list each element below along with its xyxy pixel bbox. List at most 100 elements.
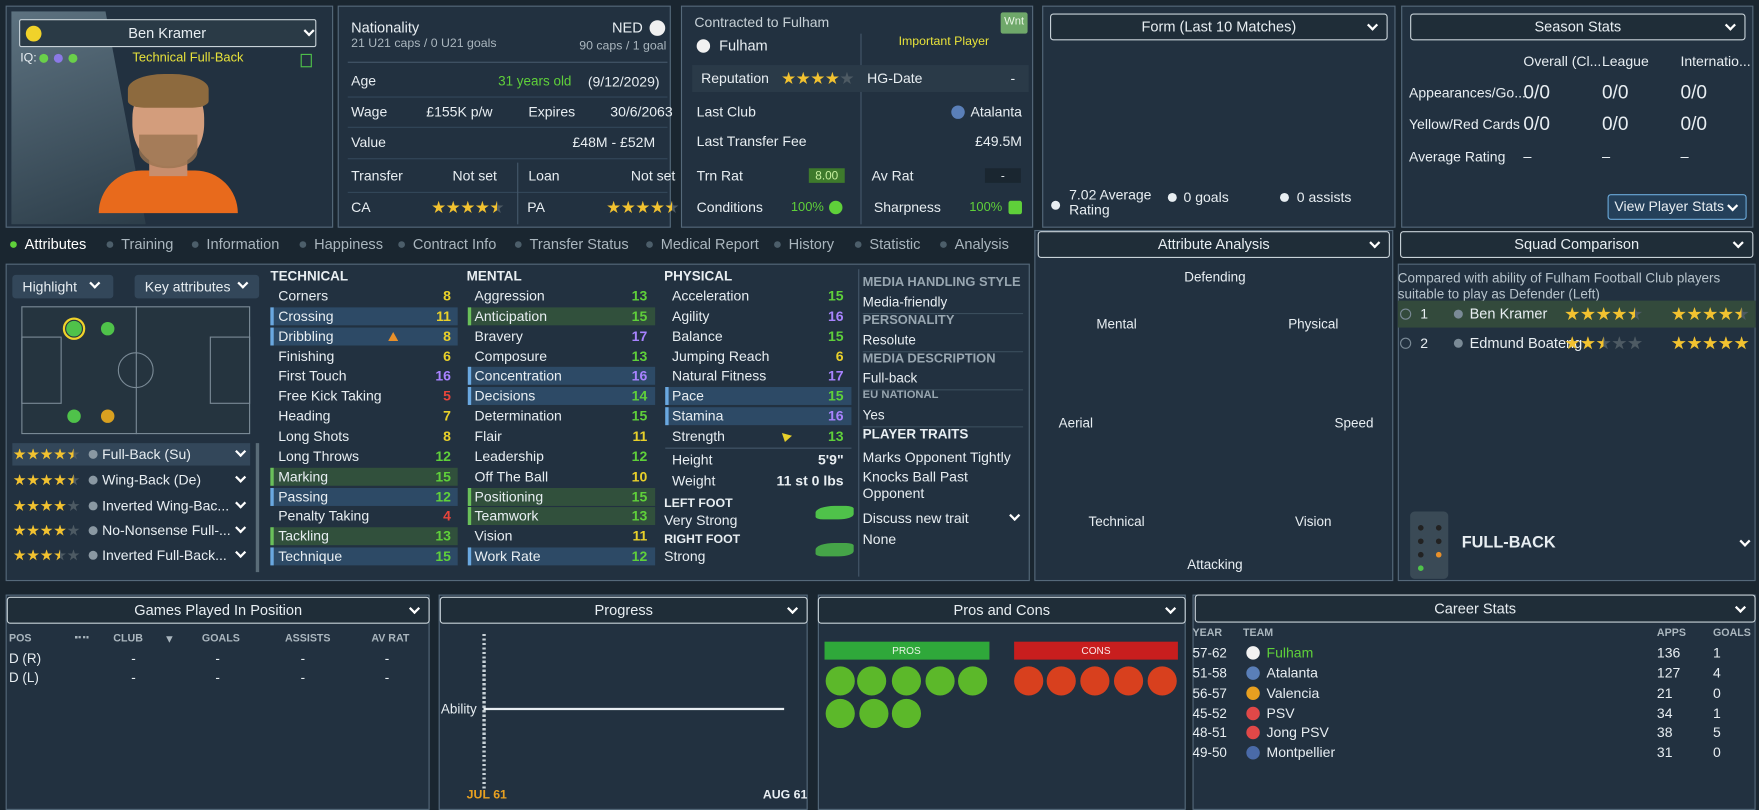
club-crest bbox=[1246, 746, 1260, 760]
person-icon bbox=[1453, 338, 1463, 348]
label: League bbox=[1601, 53, 1649, 70]
label: 11 st 0 lbs bbox=[776, 473, 844, 490]
formation-icon bbox=[1410, 511, 1449, 579]
key-attribute-bg bbox=[467, 387, 656, 406]
key-attribute-bg bbox=[270, 307, 458, 326]
attribute-value: 13 bbox=[828, 428, 844, 445]
label: Value bbox=[351, 134, 386, 151]
star-rating bbox=[607, 200, 679, 214]
tab[interactable]: Training bbox=[121, 235, 174, 253]
panel-title: Career Stats bbox=[1434, 599, 1517, 617]
attribute-name: Jumping Reach bbox=[671, 348, 770, 365]
formation-dot bbox=[1435, 537, 1441, 544]
star bbox=[1734, 306, 1749, 321]
label: 4 bbox=[1713, 665, 1721, 681]
label: Height bbox=[671, 452, 713, 468]
form-chart bbox=[1042, 45, 1395, 185]
label: Jong PSV bbox=[1266, 724, 1329, 741]
label: Expires bbox=[528, 104, 576, 121]
con-icon bbox=[1014, 666, 1044, 696]
label: Internatio... bbox=[1680, 53, 1751, 70]
label: IQ: bbox=[20, 51, 37, 66]
tab[interactable]: Attributes bbox=[24, 235, 87, 253]
label: Contracted to Fulham bbox=[694, 14, 830, 31]
shirt bbox=[98, 170, 238, 214]
tab[interactable]: Information bbox=[206, 235, 280, 253]
info-icon bbox=[88, 475, 98, 485]
tab[interactable]: Transfer Status bbox=[529, 235, 629, 253]
panel-header bbox=[1037, 231, 1390, 259]
attribute-value: 11 bbox=[436, 308, 451, 325]
star bbox=[461, 200, 475, 214]
tab-dot bbox=[646, 241, 653, 248]
pro-icon bbox=[925, 666, 955, 696]
attribute-name: Positioning bbox=[474, 488, 544, 505]
label: - bbox=[384, 669, 390, 686]
tab[interactable]: Happiness bbox=[314, 235, 384, 253]
col-separator bbox=[858, 269, 860, 577]
label: 1 bbox=[1420, 306, 1429, 322]
label: PLAYER TRAITS bbox=[862, 426, 969, 442]
panel bbox=[1192, 594, 1756, 810]
tab[interactable]: History bbox=[788, 235, 835, 253]
position bbox=[100, 409, 115, 423]
club-crest bbox=[1246, 725, 1260, 740]
label: 136 bbox=[1656, 645, 1681, 661]
label: RIGHT FOOT bbox=[664, 532, 741, 547]
label: – bbox=[1523, 148, 1532, 165]
cons-bar bbox=[1014, 641, 1178, 660]
attribute-name: Balance bbox=[671, 328, 723, 345]
sort-icon bbox=[166, 636, 173, 643]
position bbox=[67, 409, 81, 423]
pitch-box bbox=[21, 336, 62, 404]
label: 45-52 bbox=[1192, 705, 1227, 722]
star bbox=[490, 200, 504, 214]
key-attribute-bg bbox=[467, 307, 656, 326]
tab-dot bbox=[940, 241, 947, 248]
key-attribute-bg bbox=[665, 407, 852, 426]
label: 0/0 bbox=[1523, 113, 1550, 135]
label: 49-50 bbox=[1192, 744, 1227, 761]
label: Wing-Back (De) bbox=[102, 472, 202, 488]
label: Strong bbox=[664, 548, 706, 565]
row-separator bbox=[862, 389, 1024, 391]
panel-header bbox=[1400, 231, 1754, 259]
formation-dot bbox=[1435, 524, 1441, 531]
formation-dot bbox=[1417, 564, 1424, 571]
pitch-circle bbox=[117, 352, 154, 389]
label: 31 years old bbox=[498, 72, 572, 89]
star bbox=[1580, 306, 1595, 321]
person-icon bbox=[1453, 309, 1463, 319]
attribute-name: Dribbling bbox=[278, 328, 334, 345]
star bbox=[27, 499, 40, 511]
star-rating bbox=[13, 499, 80, 512]
panel-title: Form (Last 10 Matches) bbox=[1141, 17, 1297, 35]
label: 100% bbox=[969, 200, 1003, 215]
attribute-value: 15 bbox=[435, 548, 451, 565]
tab[interactable]: Medical Report bbox=[660, 235, 759, 253]
scrollbar bbox=[255, 443, 260, 573]
attribute-name: Technique bbox=[278, 548, 343, 565]
label: 5'9" bbox=[818, 452, 844, 468]
attribute-value: 6 bbox=[835, 348, 844, 365]
key-attribute-bg bbox=[665, 387, 852, 406]
panel-title: Pros and Cons bbox=[953, 601, 1051, 619]
star bbox=[621, 200, 635, 214]
separator bbox=[347, 61, 668, 63]
button[interactable] bbox=[1607, 194, 1747, 220]
tab[interactable]: Statistic bbox=[869, 235, 921, 253]
position bbox=[100, 321, 115, 336]
attribute-value: 13 bbox=[631, 348, 648, 365]
radio bbox=[1400, 337, 1412, 349]
label: ASSISTS bbox=[284, 632, 331, 646]
tab[interactable]: Analysis bbox=[954, 235, 1009, 253]
label: FULL-BACK bbox=[1461, 533, 1556, 552]
name-box bbox=[19, 19, 317, 48]
label: £48M - £52M bbox=[572, 134, 656, 151]
tab[interactable]: Contract Info bbox=[412, 235, 497, 253]
attribute-name: First Touch bbox=[278, 368, 347, 385]
attribute-value: 15 bbox=[631, 408, 648, 425]
attribute-value: 5 bbox=[443, 388, 451, 405]
row-separator bbox=[347, 158, 668, 160]
sharpness-icon bbox=[1008, 200, 1022, 215]
